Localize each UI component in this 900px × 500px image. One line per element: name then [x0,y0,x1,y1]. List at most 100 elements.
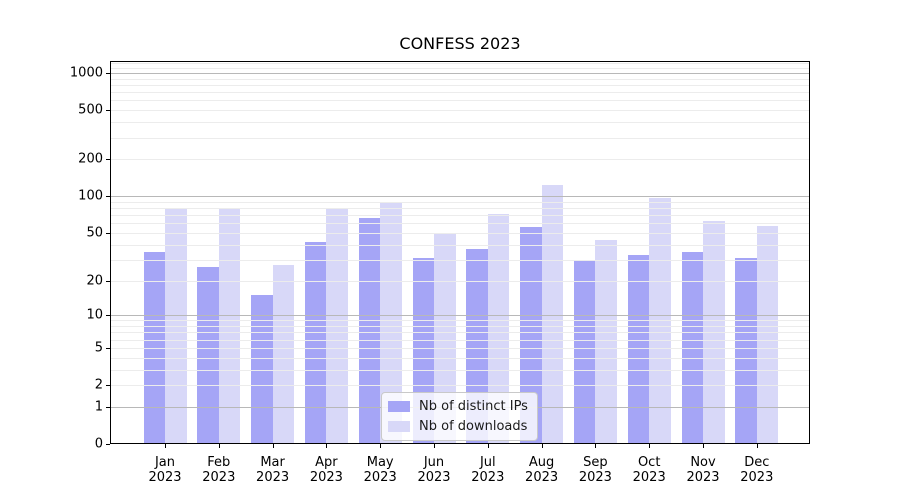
x-tick-label: Aug 2023 [525,455,559,485]
x-tick [380,444,382,448]
minor-gridline [111,215,809,217]
minor-gridline [111,110,809,112]
y-tick [106,280,110,282]
y-tick [106,232,110,234]
plot-area [110,61,810,444]
x-tick-label: Feb 2023 [202,455,236,485]
minor-gridline [111,244,809,246]
bar-downloads [487,213,510,444]
y-tick-label: 2 [94,377,103,393]
minor-gridline [111,159,809,161]
x-tick [595,444,597,448]
minor-gridline [111,78,809,80]
major-gridline [111,196,809,198]
bar-distinct-ips [627,254,650,444]
y-tick-label: 0 [94,436,103,452]
bar-distinct-ips [573,259,596,444]
bar-distinct-ips [143,251,165,444]
bar-downloads [380,202,402,444]
minor-gridline [111,137,809,139]
x-tick [326,444,328,448]
bar-distinct-ips [304,242,327,444]
bar-downloads [541,185,564,444]
y-tick-label: 10 [86,307,103,323]
minor-gridline [111,369,809,371]
x-tick [649,444,651,448]
x-tick-label: Jan 2023 [148,455,182,485]
y-tick [106,406,110,408]
minor-gridline [111,84,809,86]
minor-gridline [111,208,809,209]
y-tick [106,73,110,74]
minor-gridline [111,280,809,282]
minor-gridline [111,63,809,65]
legend-swatch-downloads [388,421,410,432]
minor-gridline [111,332,809,334]
y-tick-label: 5 [94,340,103,356]
chart-title: CONFESS 2023 [399,34,521,53]
y-tick [106,385,110,386]
x-tick [218,444,220,448]
bar-distinct-ips [358,218,381,444]
legend-label-downloads: Nb of downloads [419,419,528,434]
minor-gridline [111,326,809,327]
minor-gridline [111,357,809,359]
minor-gridline [111,259,809,261]
x-tick-label: Jun 2023 [417,455,451,485]
y-tick-label: 100 [78,188,103,204]
bar-distinct-ips [681,251,703,444]
legend-swatch-distinct-ips [388,401,410,412]
y-tick [106,444,110,445]
x-tick [165,444,166,448]
minor-gridline [111,122,809,124]
x-tick-label: Sep 2023 [578,455,612,485]
minor-gridline [111,100,809,102]
x-tick-label: Nov 2023 [686,455,720,485]
legend: Nb of distinct IPs Nb of downloads [381,392,538,441]
y-tick [106,196,110,198]
x-tick [434,444,435,448]
minor-gridline [111,201,809,203]
y-tick-label: 1 [94,399,103,415]
x-tick [487,444,489,448]
bar-distinct-ips [197,267,219,444]
x-tick [541,444,543,448]
y-tick-label: 20 [86,273,103,288]
major-gridline [111,315,809,317]
y-tick-label: 50 [86,225,103,241]
x-tick [703,444,704,448]
minor-gridline [111,223,809,225]
y-tick [106,347,110,349]
minor-gridline [111,339,809,341]
bar-downloads [272,265,295,444]
bar-distinct-ips [735,257,757,444]
major-gridline [111,73,809,74]
legend-item-distinct-ips: Nb of distinct IPs [388,398,528,415]
x-tick-label: Jul 2023 [471,455,505,485]
minor-gridline [111,92,809,94]
y-tick-label: 200 [78,151,103,167]
x-tick-label: Dec 2023 [740,455,774,485]
x-tick [272,444,274,448]
bar-downloads [756,225,779,444]
x-tick-label: Apr 2023 [309,455,343,485]
bar-downloads [434,232,456,444]
minor-gridline [111,347,809,349]
legend-label-distinct-ips: Nb of distinct IPs [419,399,528,414]
minor-gridline [111,320,809,322]
minor-gridline [111,232,809,234]
x-tick-label: May 2023 [363,455,397,485]
minor-gridline [111,385,809,386]
minor-gridline [111,67,809,69]
bar-downloads [595,239,617,444]
y-tick [106,159,110,161]
y-tick-label: 1000 [69,65,103,81]
x-tick-label: Oct 2023 [632,455,666,485]
y-tick [106,315,110,317]
x-tick [756,444,758,448]
legend-item-downloads: Nb of downloads [388,418,528,435]
y-tick [106,110,110,112]
y-tick-label: 500 [78,102,103,118]
x-tick-label: Mar 2023 [256,455,290,485]
